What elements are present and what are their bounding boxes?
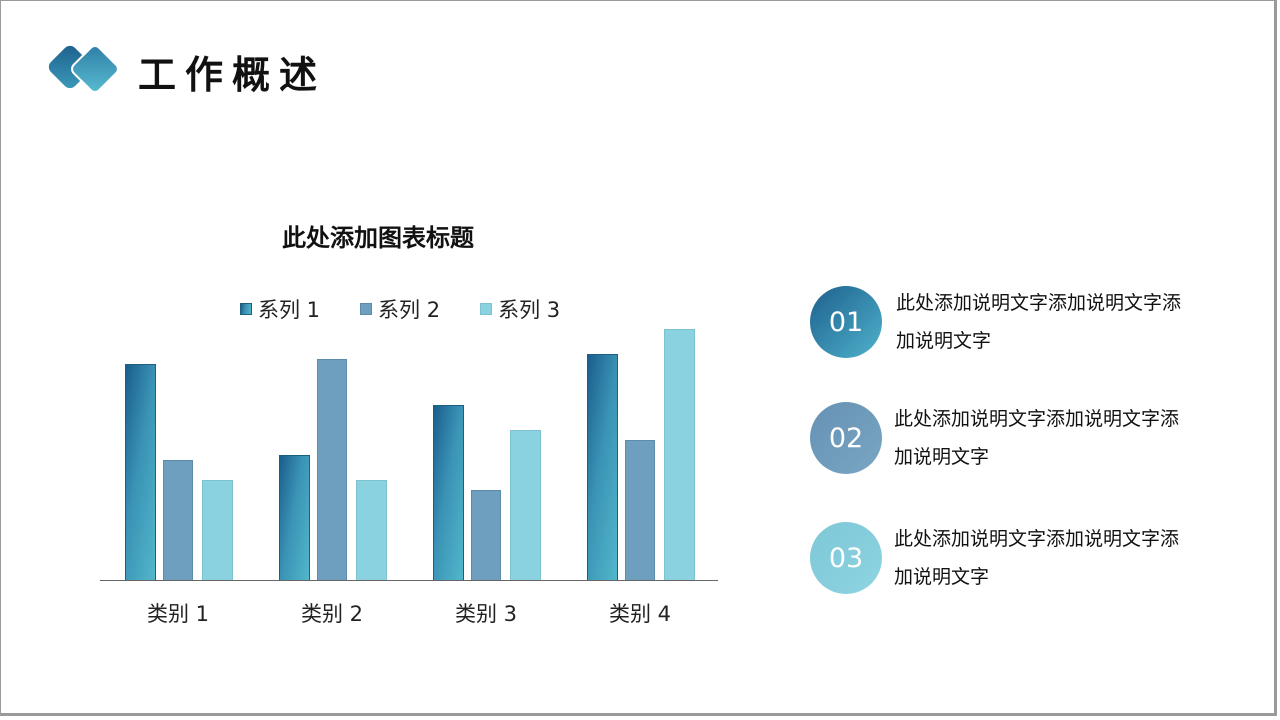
- category-label: 类别 4: [608, 602, 672, 626]
- legend-label: 系列 1: [258, 298, 321, 322]
- legend-label: 系列 3: [498, 298, 561, 322]
- bar-series-1-category-2: [279, 455, 310, 581]
- chart-legend: 系列 1 系列 2 系列 3: [240, 294, 560, 324]
- description-text: 此处添加说明文字添加说明文字添加说明文字: [894, 528, 1180, 588]
- bar-series-3-category-1: [202, 480, 233, 581]
- legend-item-series-1: 系列 1: [240, 294, 320, 324]
- bar-series-2-category-3: [471, 490, 501, 581]
- number-badge: 03: [810, 522, 882, 594]
- page-title: 工作概述: [138, 53, 327, 97]
- bar-series-1-category-3: [433, 405, 464, 581]
- category-label: 类别 2: [300, 602, 364, 626]
- category-label: 类别 1: [146, 602, 210, 626]
- number-badge: 02: [810, 402, 882, 474]
- legend-item-series-3: 系列 3: [480, 294, 560, 324]
- description-item-3: 03 此处添加说明文字添加说明文字添加说明文字: [810, 522, 1230, 596]
- description-text: 此处添加说明文字添加说明文字添加说明文字: [896, 292, 1182, 352]
- bar-series-3-category-3: [510, 430, 541, 581]
- bar-series-1-category-1: [125, 364, 156, 581]
- chart-title: 此处添加图表标题: [282, 224, 474, 252]
- legend-swatch: [240, 303, 252, 315]
- legend-label: 系列 2: [378, 298, 441, 322]
- bar-series-2-category-2: [317, 359, 347, 581]
- bar-series-2-category-4: [625, 440, 655, 581]
- bar-series-3-category-2: [356, 480, 387, 581]
- x-axis-line: [100, 580, 718, 581]
- bar-series-3-category-4: [664, 329, 695, 581]
- bar-series-2-category-1: [163, 460, 193, 581]
- number-badge: 01: [810, 286, 882, 358]
- description-text: 此处添加说明文字添加说明文字添加说明文字: [894, 408, 1180, 468]
- bar-series-1-category-4: [587, 354, 618, 581]
- legend-swatch: [360, 303, 373, 315]
- description-item-1: 01 此处添加说明文字添加说明文字添加说明文字: [810, 286, 1230, 360]
- double-diamond-icon: [45, 40, 126, 96]
- legend-item-series-2: 系列 2: [360, 294, 440, 324]
- description-item-2: 02 此处添加说明文字添加说明文字添加说明文字: [810, 402, 1230, 476]
- legend-swatch: [480, 303, 493, 315]
- category-label: 类别 3: [454, 602, 518, 626]
- chart-plot-area: [100, 300, 718, 581]
